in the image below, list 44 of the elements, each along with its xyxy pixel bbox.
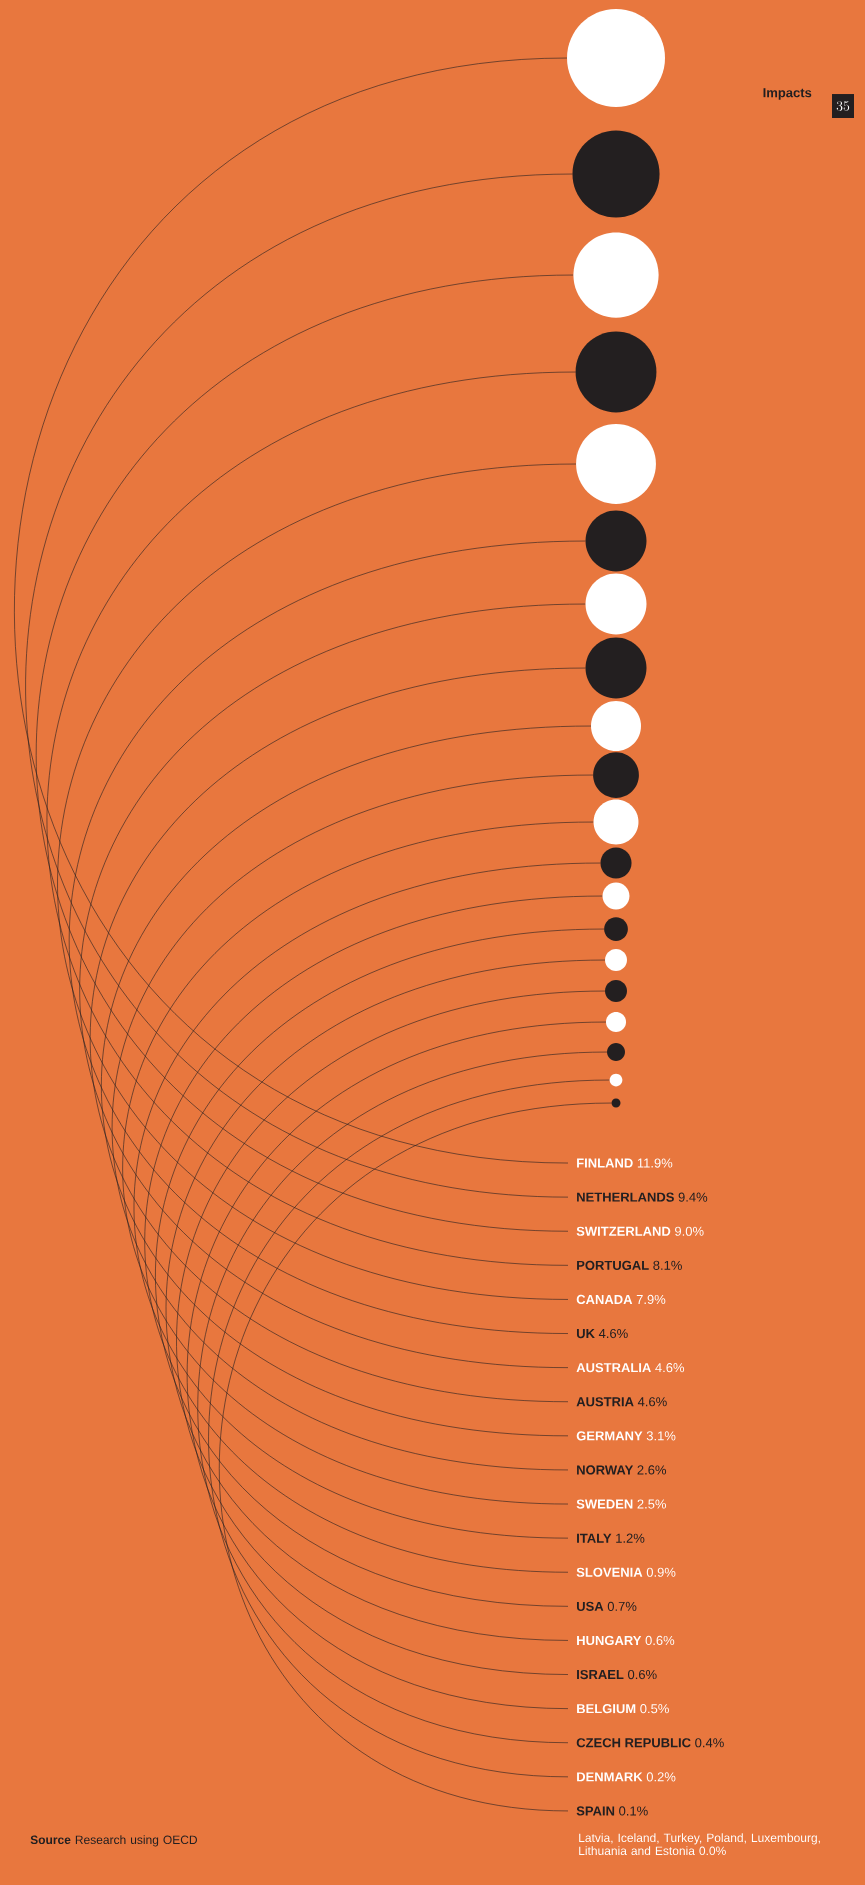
data-label: 9.0% bbox=[675, 1226, 704, 1236]
category-label: CZECH REPUBLIC bbox=[576, 1738, 691, 1748]
category-label: CANADA bbox=[576, 1294, 633, 1305]
data-label: 4.6% bbox=[655, 1363, 685, 1373]
category-label: BELGIUM bbox=[577, 1704, 636, 1714]
text: Latvia, Iceland, Turkey, Poland, Luxembourg, Lithuania and Estonia 0.0% bbox=[579, 1833, 820, 1856]
text: Source Research using OECD bbox=[30, 1835, 197, 1847]
category-label: AUSTRIA bbox=[576, 1397, 634, 1407]
data-label: 11.9% bbox=[637, 1158, 673, 1168]
data-label: 4.6% bbox=[637, 1397, 667, 1407]
data-label: 8.1% bbox=[653, 1260, 682, 1270]
category-label: ISRAEL bbox=[577, 1669, 624, 1680]
category-label: AUSTRALIA bbox=[576, 1363, 651, 1373]
data-label: 0.2% bbox=[646, 1772, 676, 1782]
data-label: 0.9% bbox=[646, 1567, 676, 1577]
category-label: SWEDEN bbox=[576, 1499, 633, 1509]
data-label: 2.5% bbox=[637, 1499, 667, 1509]
data-label: 2.6% bbox=[637, 1465, 667, 1475]
data-label: 0.1% bbox=[619, 1806, 648, 1816]
category-label: USA bbox=[576, 1601, 604, 1611]
category-label: NORWAY bbox=[577, 1465, 634, 1475]
data-label: 1.2% bbox=[616, 1533, 645, 1543]
data-label: 4.6% bbox=[598, 1328, 628, 1339]
category-label: UK bbox=[576, 1329, 595, 1339]
category-label: NETHERLANDS bbox=[577, 1192, 674, 1202]
data-label: 3.1% bbox=[646, 1431, 676, 1441]
text: Impacts bbox=[763, 88, 812, 100]
data-label: 0.6% bbox=[645, 1635, 675, 1646]
category-label: GERMANY bbox=[576, 1431, 643, 1441]
data-label: 0.4% bbox=[695, 1738, 724, 1748]
category-label: SPAIN bbox=[576, 1806, 615, 1816]
data-label: 7.9% bbox=[636, 1294, 666, 1305]
data-label: 0.6% bbox=[627, 1669, 657, 1680]
category-label: DENMARK bbox=[577, 1772, 643, 1782]
category-label: SLOVENIA bbox=[576, 1567, 643, 1577]
text: 35 bbox=[836, 101, 850, 111]
category-label: SWITZERLAND bbox=[576, 1226, 671, 1236]
category-label: PORTUGAL bbox=[577, 1260, 649, 1270]
data-label: 0.5% bbox=[640, 1704, 669, 1714]
category-label: ITALY bbox=[577, 1533, 612, 1543]
category-label: HUNGARY bbox=[577, 1635, 642, 1646]
data-label: 9.4% bbox=[678, 1192, 708, 1202]
category-label: FINLAND bbox=[577, 1158, 633, 1168]
data-label: 0.7% bbox=[607, 1601, 637, 1611]
